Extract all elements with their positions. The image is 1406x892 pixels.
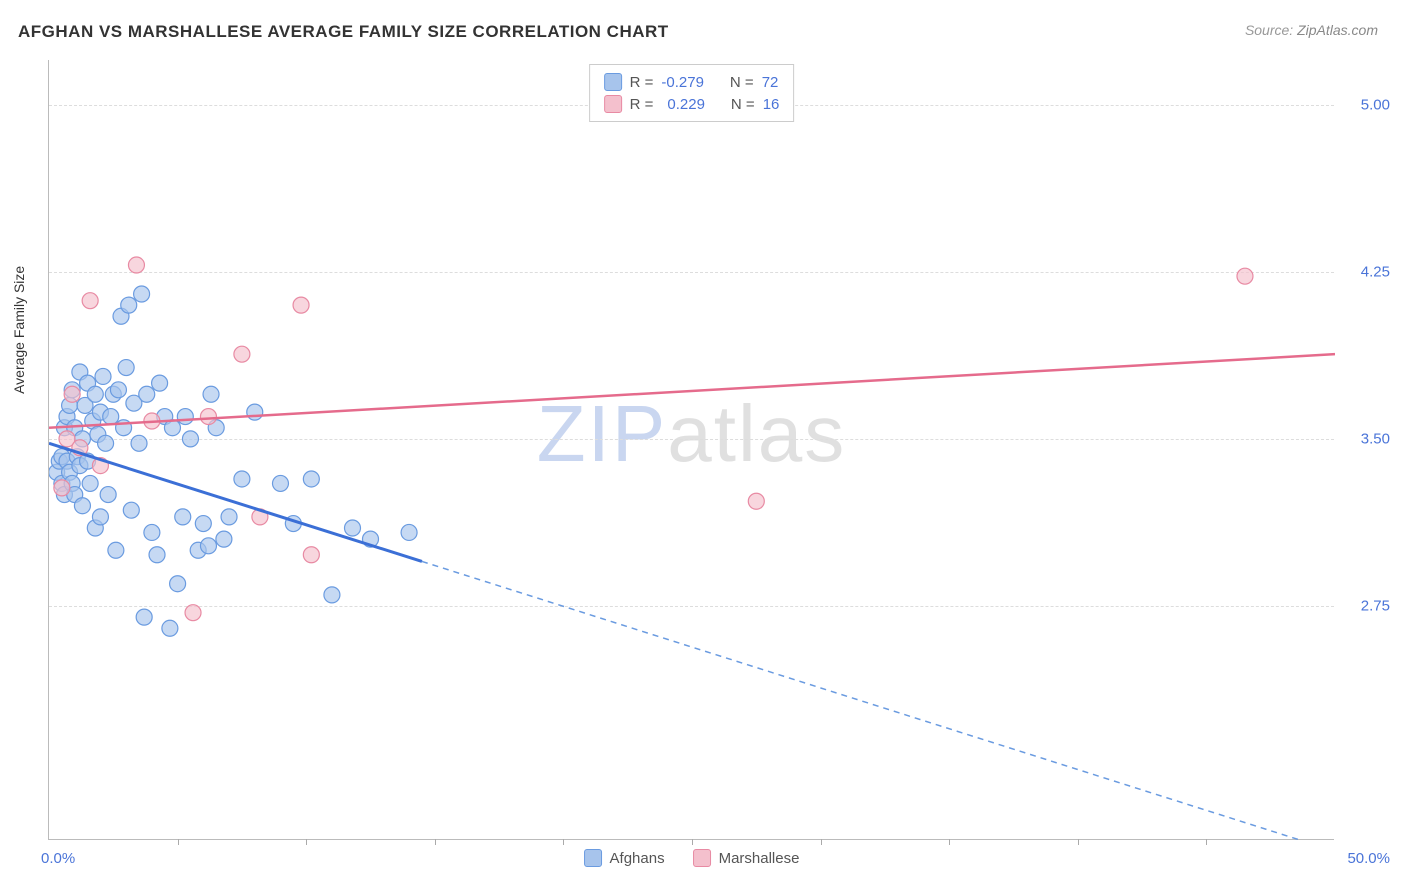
- scatter-point: [200, 538, 216, 554]
- scatter-point: [110, 382, 126, 398]
- scatter-point: [1237, 268, 1253, 284]
- scatter-point: [98, 435, 114, 451]
- scatter-point: [195, 516, 211, 532]
- scatter-point: [139, 386, 155, 402]
- scatter-point: [74, 498, 90, 514]
- chart-container: ZIPatlas Average Family Size 2.753.504.2…: [48, 60, 1334, 840]
- scatter-point: [203, 386, 219, 402]
- scatter-point: [303, 471, 319, 487]
- scatter-point: [200, 409, 216, 425]
- scatter-point: [87, 386, 103, 402]
- scatter-point: [123, 502, 139, 518]
- scatter-point: [272, 475, 288, 491]
- legend-row-afghans: R = -0.279 N = 72: [604, 71, 780, 93]
- scatter-point: [324, 587, 340, 603]
- x-tick-label-min: 0.0%: [41, 850, 75, 867]
- y-tick-label: 2.75: [1361, 598, 1390, 615]
- legend-item-marshallese: Marshallese: [693, 849, 800, 867]
- trend-line: [49, 354, 1335, 428]
- legend-item-afghans: Afghans: [584, 849, 665, 867]
- scatter-point: [134, 286, 150, 302]
- source-label: Source:: [1245, 22, 1293, 38]
- scatter-point: [175, 509, 191, 525]
- scatter-point: [108, 542, 124, 558]
- scatter-point: [185, 605, 201, 621]
- scatter-point: [221, 509, 237, 525]
- r-label: R =: [630, 74, 654, 91]
- scatter-point: [234, 346, 250, 362]
- scatter-point: [82, 293, 98, 309]
- scatter-point: [128, 257, 144, 273]
- plot-area: ZIPatlas Average Family Size 2.753.504.2…: [48, 60, 1334, 840]
- scatter-point: [177, 409, 193, 425]
- legend-series: Afghans Marshallese: [584, 849, 800, 867]
- scatter-point: [131, 435, 147, 451]
- n-value-marshallese: 16: [763, 96, 780, 113]
- scatter-point: [92, 509, 108, 525]
- scatter-point: [82, 475, 98, 491]
- r-value-marshallese: 0.229: [661, 96, 705, 113]
- swatch-marshallese-icon: [693, 849, 711, 867]
- scatter-point: [54, 480, 70, 496]
- source-value: ZipAtlas.com: [1297, 22, 1378, 38]
- scatter-point: [344, 520, 360, 536]
- x-tick-label-max: 50.0%: [1347, 850, 1390, 867]
- n-label: N =: [730, 74, 754, 91]
- scatter-point: [149, 547, 165, 563]
- scatter-point: [170, 576, 186, 592]
- r-value-afghans: -0.279: [661, 74, 704, 91]
- series-name-marshallese: Marshallese: [719, 850, 800, 867]
- swatch-marshallese: [604, 95, 622, 113]
- scatter-point: [293, 297, 309, 313]
- scatter-point: [216, 531, 232, 547]
- scatter-point: [100, 487, 116, 503]
- n-label: N =: [731, 96, 755, 113]
- scatter-point: [118, 360, 134, 376]
- source-attribution: Source: ZipAtlas.com: [1245, 22, 1378, 38]
- scatter-point: [95, 368, 111, 384]
- trend-line-extrapolated: [422, 561, 1335, 840]
- scatter-point: [303, 547, 319, 563]
- scatter-svg: [49, 60, 1335, 840]
- scatter-point: [121, 297, 137, 313]
- legend-stats: R = -0.279 N = 72 R = 0.229 N = 16: [589, 64, 795, 122]
- scatter-point: [247, 404, 263, 420]
- scatter-point: [64, 386, 80, 402]
- r-label: R =: [630, 96, 654, 113]
- scatter-point: [401, 524, 417, 540]
- y-axis-label: Average Family Size: [11, 265, 27, 393]
- legend-row-marshallese: R = 0.229 N = 16: [604, 93, 780, 115]
- scatter-point: [182, 431, 198, 447]
- scatter-point: [103, 409, 119, 425]
- y-tick-label: 5.00: [1361, 96, 1390, 113]
- scatter-point: [136, 609, 152, 625]
- chart-title: AFGHAN VS MARSHALLESE AVERAGE FAMILY SIZ…: [18, 22, 669, 42]
- scatter-point: [234, 471, 250, 487]
- scatter-point: [162, 620, 178, 636]
- scatter-point: [152, 375, 168, 391]
- swatch-afghans-icon: [584, 849, 602, 867]
- y-tick-label: 4.25: [1361, 263, 1390, 280]
- n-value-afghans: 72: [762, 74, 779, 91]
- y-tick-label: 3.50: [1361, 430, 1390, 447]
- swatch-afghans: [604, 73, 622, 91]
- series-name-afghans: Afghans: [610, 850, 665, 867]
- scatter-point: [748, 493, 764, 509]
- scatter-point: [144, 524, 160, 540]
